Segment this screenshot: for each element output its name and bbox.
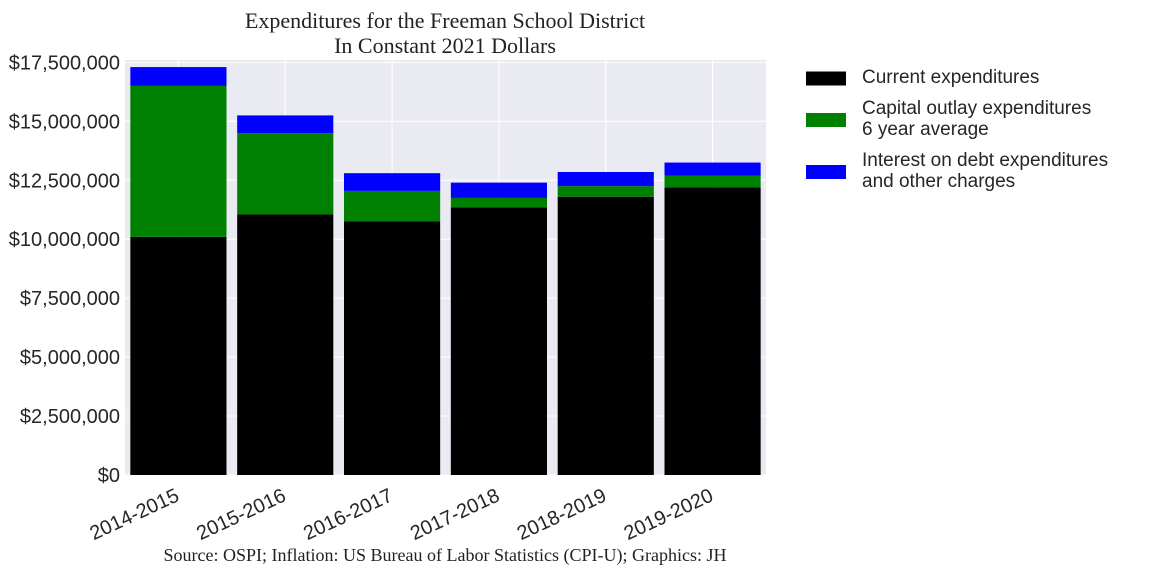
bar-segment [450,197,547,208]
legend-swatch [806,165,846,179]
y-tick-label: $0 [98,465,120,487]
bar-segment [664,187,761,476]
y-tick-label: $5,000,000 [20,347,120,369]
legend-swatch [806,71,846,86]
legend-label: Capital outlay expenditures [862,98,1091,119]
y-tick-label: $10,000,000 [9,229,120,251]
legend-label: Current expenditures [862,67,1039,88]
bar-segment [344,190,441,222]
bar-segment [557,186,654,197]
bar-segment [664,162,761,176]
x-tick-label: 2018-2019 [514,485,610,545]
x-tick-label: 2014-2015 [87,485,183,545]
y-tick-label: $7,500,000 [20,288,120,310]
bar-segment [557,172,654,187]
plot-background [125,60,766,475]
bar-segment [237,115,334,134]
source-note: Source: OSPI; Inflation: US Bureau of La… [164,545,727,566]
x-tick-label: 2017-2018 [407,485,503,545]
chart-title-line-2: In Constant 2021 Dollars [334,33,556,58]
y-tick-label: $15,000,000 [9,111,120,133]
x-tick-label: 2015-2016 [193,485,289,545]
bar-segment [664,175,761,188]
bar-segment [344,221,441,475]
y-tick-label: $12,500,000 [9,170,120,192]
bar-segment [557,196,654,476]
x-tick-label: 2019-2020 [621,485,717,545]
chart-title-line-1: Expenditures for the Freeman School Dist… [245,8,645,33]
y-tick-label: $2,500,000 [20,406,120,428]
bar-segment [450,207,547,475]
y-tick-label: $17,500,000 [9,52,120,74]
legend-label: Interest on debt expenditures [862,150,1108,171]
legend-label: 6 year average [862,119,989,140]
bar-segment [130,236,227,475]
bar-segment [237,133,334,215]
plot-area: $0 $2,500,000 $5,000,000 $7,500,000 $10,000,… [9,52,766,545]
bar-segment [450,182,547,198]
legend-label: and other charges [862,171,1015,192]
legend-swatch [806,113,846,127]
x-tick-label: 2016-2017 [300,485,396,545]
bar-segment [344,173,441,191]
bar-segment [237,214,334,475]
bar-segment [130,85,227,237]
legend: Current expenditures Capital outlay expen… [806,67,1108,192]
bar-segment [130,67,227,86]
